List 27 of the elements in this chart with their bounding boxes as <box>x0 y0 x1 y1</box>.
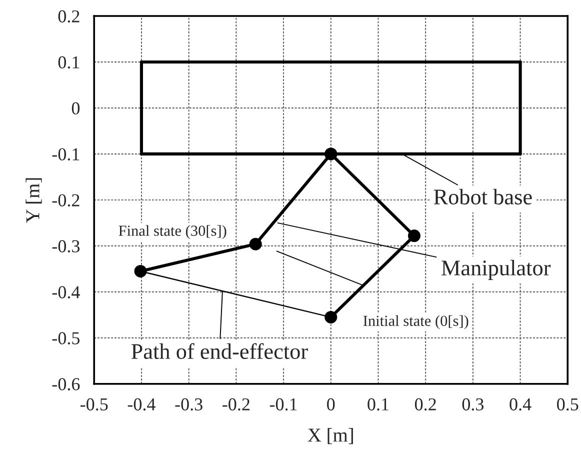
annotation: Initial state (0[s]) <box>363 315 468 330</box>
y-tick-label: 0.1 <box>58 56 80 69</box>
y-tick-label: 0.2 <box>58 10 80 23</box>
x-tick-label: 0.2 <box>414 398 436 411</box>
x-tick-label: 0.4 <box>510 398 532 411</box>
y-tick-label: -0.5 <box>52 332 80 344</box>
x-tick-label: -0.5 <box>80 398 108 411</box>
y-axis-title: Y [m] <box>26 178 42 223</box>
x-tick-label: -0.3 <box>175 398 202 411</box>
annotation: Final state (30[s]) <box>118 225 226 240</box>
annotation: Manipulator <box>442 260 551 280</box>
annotation: Path of end-effector <box>131 343 308 360</box>
y-tick-label: -0.4 <box>52 286 80 298</box>
x-tick-label: 0.5 <box>557 398 578 411</box>
x-tick-label: -0.4 <box>128 398 156 411</box>
x-tick-label: -0.2 <box>222 398 250 411</box>
y-tick-label: -0.2 <box>52 194 80 206</box>
x-tick-label: 0.3 <box>462 398 484 411</box>
annotation: Robot base <box>434 188 532 205</box>
y-tick-label: -0.6 <box>52 378 80 390</box>
y-tick-label: 0 <box>72 102 80 114</box>
x-tick-label: -0.1 <box>270 398 297 411</box>
x-tick-label: 0 <box>327 398 335 410</box>
y-tick-label: -0.1 <box>52 148 80 160</box>
x-axis-title: X [m] <box>308 428 353 444</box>
x-tick-label: 0.1 <box>368 398 388 411</box>
y-tick-label: -0.3 <box>52 240 80 252</box>
